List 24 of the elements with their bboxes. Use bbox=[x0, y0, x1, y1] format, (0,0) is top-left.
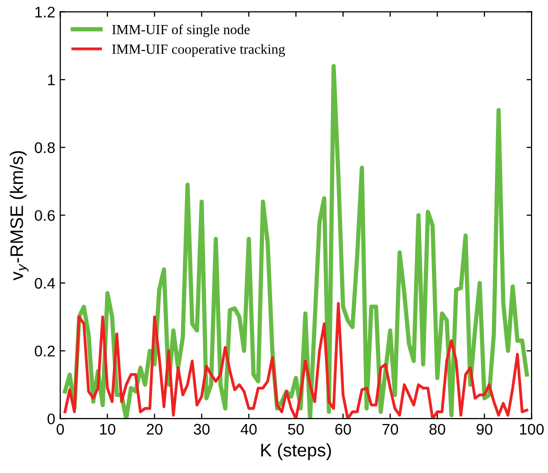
x-tick-label: 90 bbox=[476, 424, 492, 435]
legend-label: IMM-UIF of single node bbox=[112, 24, 250, 38]
x-tick-label: 50 bbox=[288, 424, 304, 435]
y-tick-label: 0.8 bbox=[34, 142, 55, 154]
line-series bbox=[64, 302, 528, 419]
x-tick-label: 0 bbox=[56, 424, 64, 435]
x-tick-label: 40 bbox=[240, 424, 257, 435]
x-tick-label: 30 bbox=[194, 424, 210, 435]
line-series bbox=[62, 64, 529, 419]
x-tick-label: 70 bbox=[382, 424, 398, 435]
y-tick-label: 1 bbox=[48, 74, 55, 86]
y-tick-label: 0.4 bbox=[34, 278, 55, 289]
y-tick-label: 1.2 bbox=[35, 6, 55, 18]
y-axis-title: v$_{y}$-RMSE (km/s) bbox=[10, 151, 29, 280]
y-tick-label: 0 bbox=[48, 413, 55, 424]
legend-label: IMM-UIF cooperative tracking bbox=[112, 44, 285, 57]
y-tick-label: 0.6 bbox=[34, 210, 55, 221]
y-tick-label: 0.2 bbox=[34, 346, 55, 356]
x-axis-title: K (steps) bbox=[261, 443, 331, 460]
x-tick-label: 10 bbox=[100, 424, 116, 435]
x-tick-label: 80 bbox=[429, 424, 446, 435]
x-tick-label: 60 bbox=[335, 424, 351, 435]
x-tick-label: 20 bbox=[146, 424, 162, 435]
x-tick-label: 100 bbox=[520, 424, 544, 435]
